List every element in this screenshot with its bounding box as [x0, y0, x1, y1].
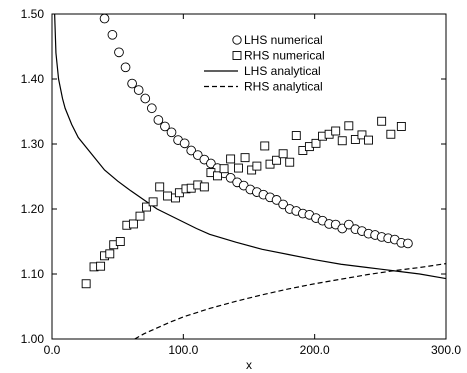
legend-label: RHS analytical [244, 80, 323, 94]
lhs-numerical-point [179, 138, 190, 149]
marks-layer [54, 14, 446, 339]
lhs-numerical-point [225, 172, 236, 183]
lhs-numerical-point [278, 199, 288, 210]
rhs-numerical-point [337, 136, 347, 146]
legend-label: RHS numerical [244, 49, 325, 63]
lhs-numerical-point [206, 158, 216, 169]
x-tick-label: 200.0 [300, 343, 330, 357]
lhs-numerical-point [133, 85, 144, 95]
rhs-numerical-point [128, 219, 138, 229]
x-tick-label: 100.0 [168, 343, 198, 357]
lhs-numerical-point [271, 195, 282, 205]
rhs-numerical-point [396, 121, 406, 131]
rhs-numerical-point [350, 134, 360, 144]
lhs-numerical-point [343, 219, 354, 230]
rhs-numerical-point [155, 182, 165, 192]
x-tick-label: 0.0 [44, 343, 61, 357]
y-tick-label: 1.20 [21, 202, 45, 216]
x-axis-label: x [246, 358, 252, 372]
rhs-numerical-point [357, 130, 367, 140]
legend-circle-marker [232, 35, 242, 45]
lhs-numerical-point [403, 238, 413, 249]
rhs-numerical-point [252, 161, 262, 171]
rhs-numerical-point [226, 154, 236, 164]
y-tick-label: 1.10 [21, 267, 45, 281]
lhs-numerical-point [166, 127, 177, 138]
rhs-numerical-point [219, 164, 229, 174]
rhs-numerical-point [135, 211, 145, 221]
rhs-numerical-point [344, 121, 354, 131]
rhs-numerical-point [115, 237, 125, 246]
rhs-numerical-point [96, 261, 106, 271]
y-tick-label: 1.40 [21, 72, 45, 86]
rhs-numerical-point [163, 191, 173, 201]
rhs-numerical-point [199, 182, 209, 192]
lhs-numerical-point [107, 29, 118, 40]
y-tick-label: 1.00 [21, 332, 45, 346]
lhs-numerical-point [120, 62, 131, 73]
rhs-numerical-point [148, 197, 158, 207]
y-tick-label: 1.50 [21, 7, 45, 21]
lhs-numerical-point [99, 14, 110, 24]
legend-square-marker [232, 51, 242, 60]
rhs-numerical-point [105, 249, 115, 259]
rhs-numerical-point [331, 126, 341, 136]
lhs-numerical-point [114, 47, 124, 58]
rhs-numerical-point [377, 116, 387, 126]
lhs-numerical-point [186, 145, 197, 156]
lhs-numerical-point [192, 150, 203, 160]
rhs-numerical-point [81, 279, 91, 289]
x-tick-label: 300.0 [431, 343, 461, 357]
rhs-numerical-point [291, 131, 301, 141]
ticks-layer: 0.0 100.0 200.0 300.0 1.00 1.10 1.20 1.30 1.40 1.… [21, 7, 462, 357]
rhs-numerical-point [364, 135, 373, 145]
rhs-numerical-point [213, 171, 222, 181]
legend-label: LHS numerical [244, 33, 323, 47]
plot-area [54, 14, 446, 339]
plot-frame [51, 13, 447, 340]
y-tick-label: 1.30 [21, 137, 45, 151]
rhs-numerical-point [311, 138, 321, 148]
rhs-analytical-line [134, 263, 446, 339]
lhs-numerical-point [140, 93, 151, 104]
legend-label: LHS analytical [244, 64, 321, 78]
lhs-numerical-point [153, 115, 164, 125]
lhs-numerical-point [146, 103, 157, 114]
lhs-numerical-point [127, 78, 137, 89]
rhs-numerical-point [260, 141, 270, 151]
rhs-numerical-point [272, 155, 282, 165]
rhs-numerical-point [234, 163, 243, 173]
lhs-analytical-line [54, 14, 446, 280]
rhs-numerical-point [240, 153, 250, 163]
rhs-numerical-point [142, 202, 152, 212]
rhs-numerical-point [386, 129, 396, 139]
rhs-numerical-point [285, 157, 295, 167]
lhs-numerical-point [160, 121, 170, 132]
rhs-numerical-point [278, 149, 288, 159]
